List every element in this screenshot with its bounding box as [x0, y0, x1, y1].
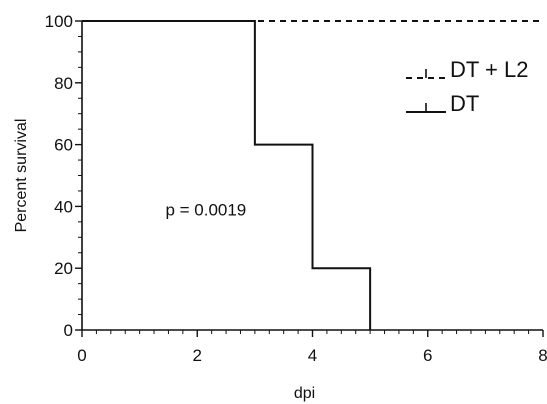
y-tick-label: 40: [54, 197, 73, 216]
y-tick-label: 60: [54, 136, 73, 155]
x-tick-label: 0: [77, 346, 86, 365]
legend-label-1: DT + L2: [450, 57, 528, 82]
x-tick-label: 4: [308, 346, 317, 365]
y-tick-label: 0: [64, 321, 73, 340]
y-tick-label: 100: [45, 12, 73, 31]
p-value-annotation: p = 0.0019: [165, 201, 246, 220]
x-tick-label: 6: [423, 346, 432, 365]
y-tick-label: 20: [54, 259, 73, 278]
x-tick-label: 2: [193, 346, 202, 365]
annotations: p = 0.0019: [165, 201, 246, 220]
legend-label-2: DT: [450, 91, 479, 116]
series-line-2: [82, 20, 372, 330]
legend: DT + L2 DT: [406, 57, 528, 116]
y-tick-label: 80: [54, 74, 73, 93]
x-tick-label: 8: [538, 346, 547, 365]
x-axis-title: dpi: [294, 385, 315, 402]
axes: 0 20 40 60 80 100 0 2 4 6 8: [45, 12, 547, 365]
series-layer: [82, 20, 543, 330]
y-axis-title: Percent survival: [13, 119, 30, 233]
